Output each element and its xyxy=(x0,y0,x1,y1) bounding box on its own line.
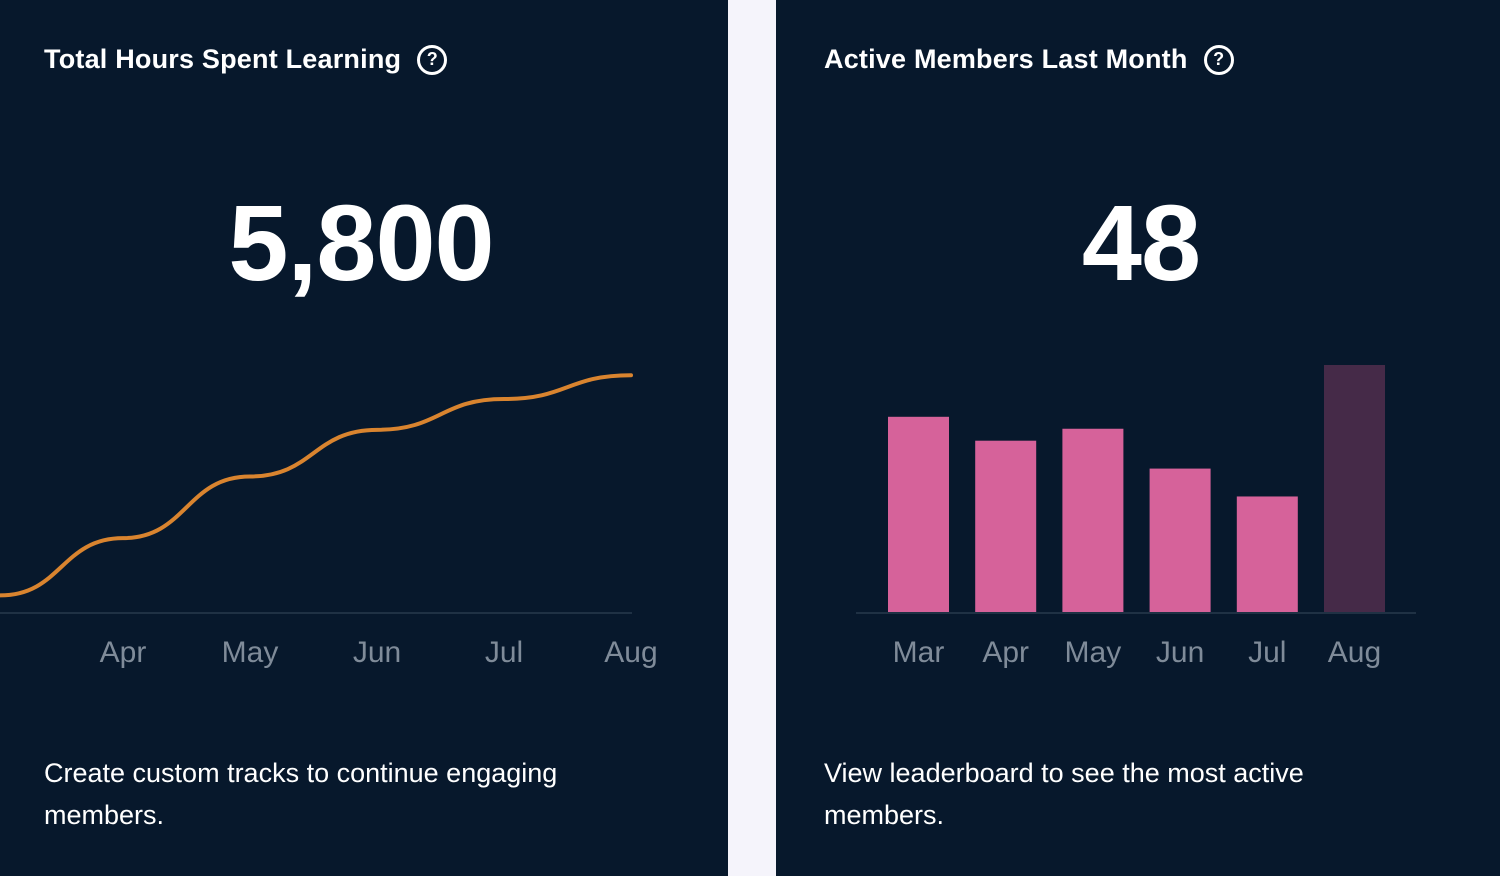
x-tick-label: Mar xyxy=(893,636,945,669)
members-card: Active Members Last Month ? 48 Mar Apr May… xyxy=(776,0,1500,876)
hours-card: Total Hours Spent Learning ? 5,800 Apr Ma… xyxy=(0,0,728,876)
x-tick-label: Apr xyxy=(100,636,147,669)
bar-mar[interactable] xyxy=(888,416,949,612)
view-leaderboard-link[interactable]: View leaderboard xyxy=(824,758,1034,788)
bar-jun[interactable] xyxy=(1149,468,1211,612)
hours-caption-rest: to continue engaging members. xyxy=(44,758,558,830)
x-tick-label: Aug xyxy=(1328,636,1381,669)
bar-jul[interactable] xyxy=(1236,496,1298,612)
question-circle-icon[interactable]: ? xyxy=(1203,44,1234,75)
x-tick-label: Jun xyxy=(1156,636,1204,669)
members-caption-rest: to see the most active members. xyxy=(824,758,1304,830)
bar-may[interactable] xyxy=(1062,428,1124,612)
hours-title-row: Total Hours Spent Learning ? xyxy=(44,44,448,75)
members-bar-chart: Mar Apr May Jun Jul Aug xyxy=(856,365,1416,669)
hours-line-chart: Apr May Jun Jul Aug xyxy=(0,373,658,669)
members-caption: View leaderboard to see the most active … xyxy=(824,752,1424,836)
x-tick-label: Jul xyxy=(485,636,523,669)
question-circle-icon[interactable]: ? xyxy=(417,44,448,75)
x-tick-label: May xyxy=(222,636,279,669)
bar-aug[interactable] xyxy=(1324,365,1385,612)
x-tick-label: Jun xyxy=(353,636,401,669)
bar-apr[interactable] xyxy=(975,440,1037,612)
members-title-row: Active Members Last Month ? xyxy=(824,44,1234,75)
x-tick-label: Apr xyxy=(982,636,1029,669)
hours-card-title: Total Hours Spent Learning xyxy=(44,44,402,74)
create-custom-tracks-link[interactable]: Create custom tracks xyxy=(44,758,300,788)
hours-series-line xyxy=(0,373,633,598)
hours-total-value: 5,800 xyxy=(228,182,494,303)
x-tick-label: May xyxy=(1065,636,1122,669)
x-tick-label: Jul xyxy=(1248,636,1286,669)
members-total-value: 48 xyxy=(1081,182,1201,303)
hours-caption: Create custom tracks to continue engagin… xyxy=(44,752,664,836)
x-tick-label: Aug xyxy=(604,636,657,669)
members-card-title: Active Members Last Month xyxy=(824,44,1188,74)
